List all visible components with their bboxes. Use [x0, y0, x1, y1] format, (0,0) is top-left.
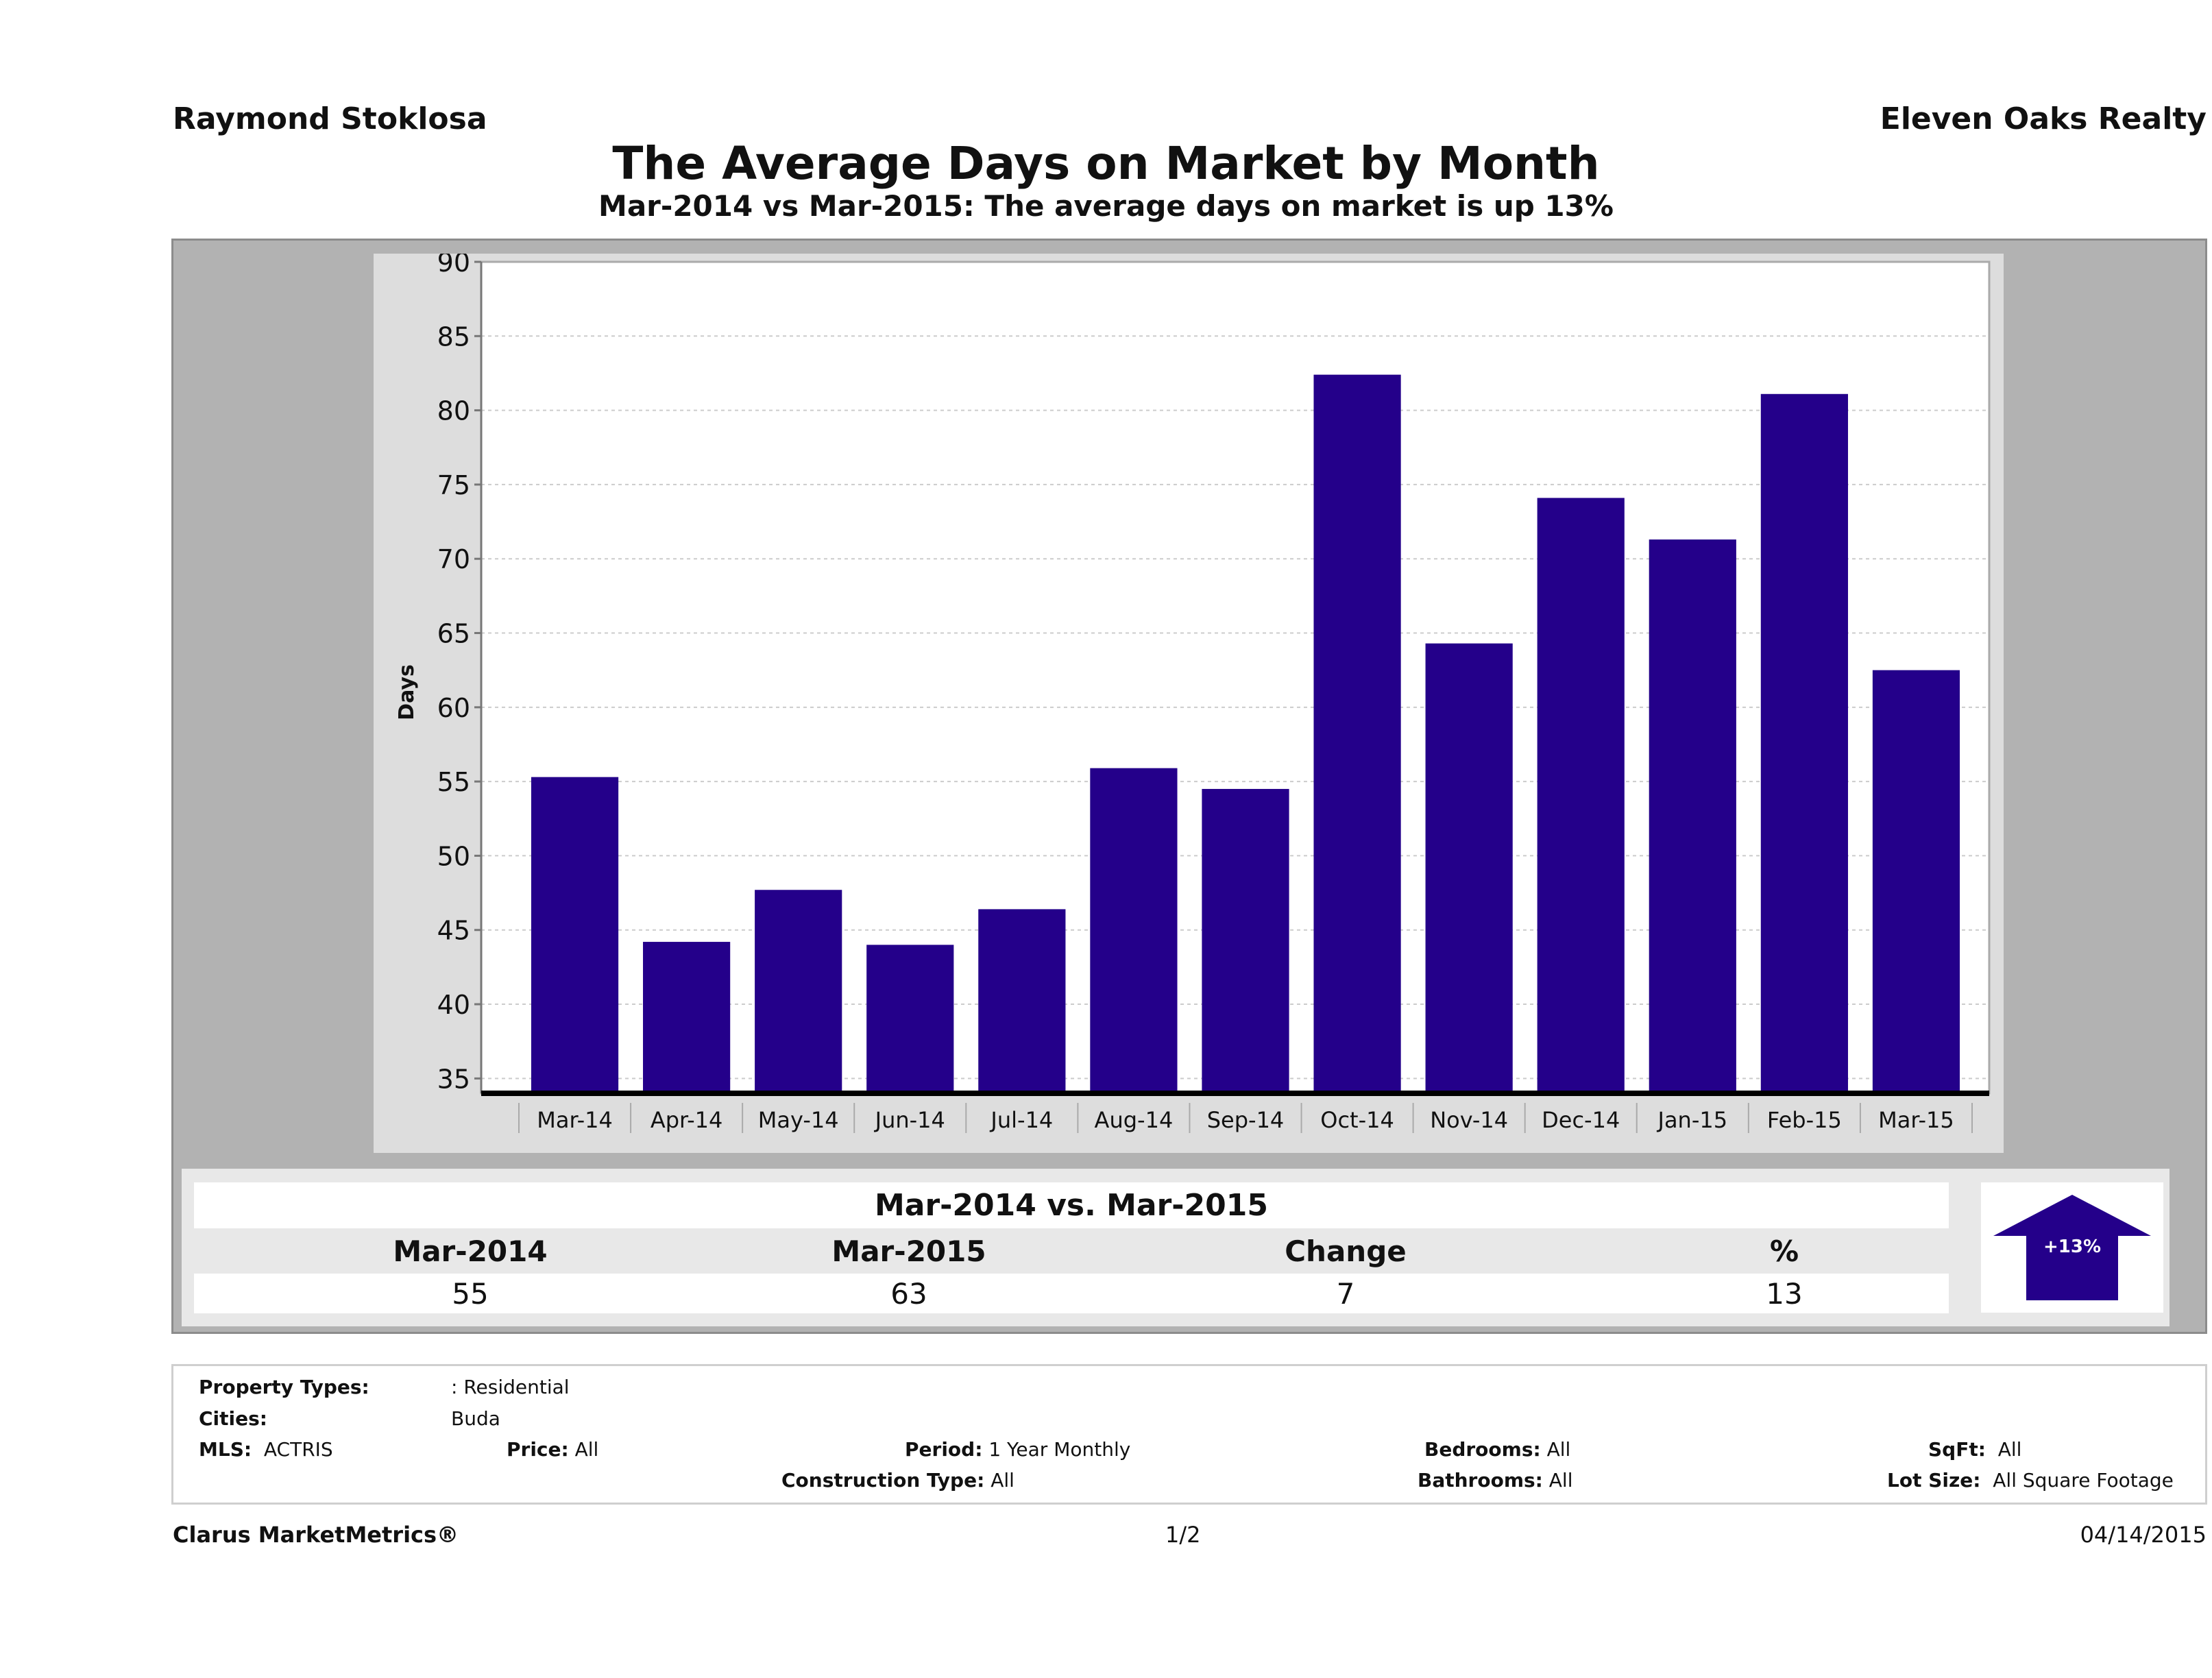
- report-date: 04/14/2015: [2080, 1522, 2207, 1548]
- period-label: Period:: [905, 1438, 983, 1461]
- y-tick-label: 75: [437, 470, 470, 500]
- summary-header-cell: %: [1769, 1234, 1799, 1268]
- x-tick-label: Nov-14: [1430, 1107, 1508, 1133]
- bar-jan-15: [1649, 539, 1736, 1093]
- chart-title: The Average Days on Market by Month: [612, 137, 1600, 190]
- x-tick-label: May-14: [758, 1107, 839, 1133]
- bar-feb-15: [1760, 393, 1848, 1093]
- bedrooms-label: Bedrooms:: [1424, 1438, 1541, 1461]
- bar-mar-15: [1872, 670, 1960, 1093]
- bathrooms-value: All: [1548, 1469, 1573, 1492]
- y-tick-label: 85: [437, 321, 470, 352]
- x-tick-label: Oct-14: [1320, 1107, 1394, 1133]
- bar-chart: 35 40 45 50 55 60 65 70 75 80 85 90 Mar-14 Apr-14 May-…: [395, 254, 1991, 1133]
- cities-label: Cities:: [199, 1407, 267, 1430]
- bar-nov-14: [1425, 643, 1513, 1093]
- x-tick-label: Jun-14: [874, 1107, 945, 1133]
- y-tick-label: 70: [437, 544, 470, 574]
- summary-header-cell: Mar-2015: [831, 1234, 986, 1268]
- bedrooms-value: All: [1546, 1438, 1571, 1461]
- bar-jul-14: [978, 909, 1066, 1093]
- footer-brand: Clarus MarketMetrics®: [173, 1522, 459, 1548]
- y-axis-label: Days: [395, 664, 419, 720]
- x-tick-label: Mar-15: [1878, 1107, 1954, 1133]
- y-tick-label: 90: [437, 254, 470, 278]
- bar-apr-14: [643, 942, 731, 1093]
- agent-name: Raymond Stoklosa: [173, 101, 487, 136]
- construction-type-label: Construction Type:: [781, 1469, 985, 1492]
- summary-header-cell: Change: [1285, 1234, 1407, 1268]
- x-tick-label: Sep-14: [1207, 1107, 1285, 1133]
- construction-type-value: All: [990, 1469, 1014, 1492]
- summary-header-row: Mar-2014 Mar-2015 Change %: [194, 1228, 1949, 1274]
- bar-jun-14: [866, 945, 954, 1093]
- bar-may-14: [755, 890, 842, 1093]
- price-value: All: [574, 1438, 599, 1461]
- lot-size-value: All Square Footage: [1993, 1469, 2174, 1492]
- y-tick-label: 55: [437, 767, 470, 797]
- summary-value-cell: 63: [890, 1276, 927, 1311]
- company-name: Eleven Oaks Realty: [1880, 101, 2207, 136]
- property-types-label: Property Types:: [199, 1376, 369, 1398]
- summary-header-cell: Mar-2014: [393, 1234, 548, 1268]
- sqft-label: SqFt:: [1928, 1438, 1986, 1461]
- bar-sep-14: [1202, 788, 1289, 1093]
- chart-subtitle: Mar-2014 vs Mar-2015: The average days o…: [598, 189, 1614, 223]
- y-tick-label: 80: [437, 396, 470, 426]
- x-tick-label: Jan-15: [1657, 1107, 1728, 1133]
- bathrooms-label: Bathrooms:: [1418, 1469, 1543, 1492]
- price-label: Price:: [507, 1438, 569, 1461]
- bar-oct-14: [1313, 374, 1401, 1093]
- y-tick-label: 50: [437, 841, 470, 871]
- change-percent-label: +13%: [2043, 1237, 2101, 1257]
- lot-size-label: Lot Size:: [1887, 1469, 1981, 1492]
- bar-mar-14: [531, 777, 619, 1093]
- mls-value: ACTRIS: [263, 1438, 333, 1461]
- y-tick-label: 35: [437, 1064, 470, 1094]
- page-number: 1/2: [1165, 1522, 1201, 1548]
- summary-value-cell: 13: [1766, 1276, 1803, 1311]
- change-indicator: +13%: [1981, 1182, 2163, 1313]
- filter-criteria: Property Types: : Residential Cities: Bu…: [171, 1364, 2207, 1505]
- y-tick-label: 60: [437, 693, 470, 723]
- x-tick-label: Mar-14: [537, 1107, 613, 1133]
- summary-value-row: 55 63 7 13: [194, 1274, 1949, 1313]
- summary-title: Mar-2014 vs. Mar-2015: [194, 1182, 1949, 1228]
- summary-value-cell: 55: [452, 1276, 489, 1311]
- up-arrow-icon: +13%: [1993, 1195, 2151, 1300]
- x-tick-label: Jul-14: [989, 1107, 1053, 1133]
- y-tick-label: 40: [437, 990, 470, 1020]
- summary-value-cell: 7: [1336, 1276, 1355, 1311]
- property-types-value: : Residential: [451, 1376, 570, 1398]
- bar-aug-14: [1090, 768, 1178, 1093]
- period-value: 1 Year Monthly: [988, 1438, 1131, 1461]
- x-tick-label: Aug-14: [1095, 1107, 1174, 1133]
- x-tick-label: Apr-14: [651, 1107, 723, 1133]
- sqft-value: All: [1997, 1438, 2022, 1461]
- x-tick-label: Dec-14: [1542, 1107, 1620, 1133]
- x-tick-label: Feb-15: [1767, 1107, 1842, 1133]
- bar-dec-14: [1537, 498, 1625, 1093]
- y-tick-label: 65: [437, 619, 470, 649]
- mls-label: MLS:: [199, 1438, 252, 1461]
- cities-value: Buda: [451, 1407, 500, 1430]
- y-tick-label: 45: [437, 916, 470, 946]
